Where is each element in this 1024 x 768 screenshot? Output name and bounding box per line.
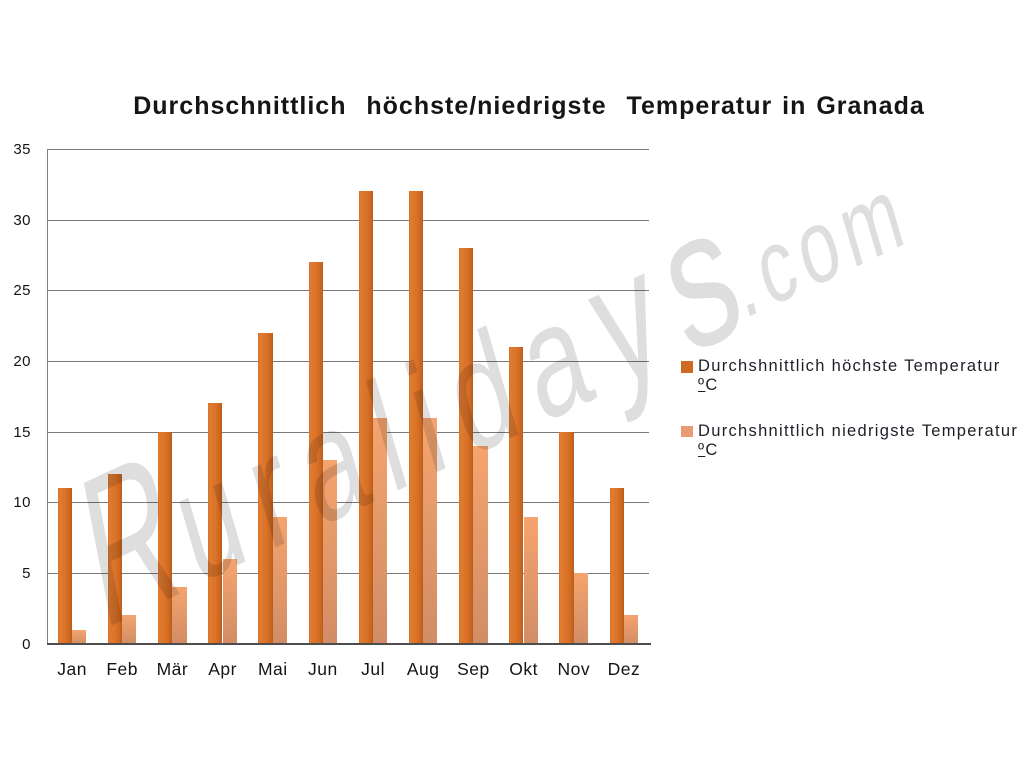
svg-text:uralidays: uralidays	[147, 153, 777, 624]
svg-text:.com: .com	[718, 150, 921, 340]
